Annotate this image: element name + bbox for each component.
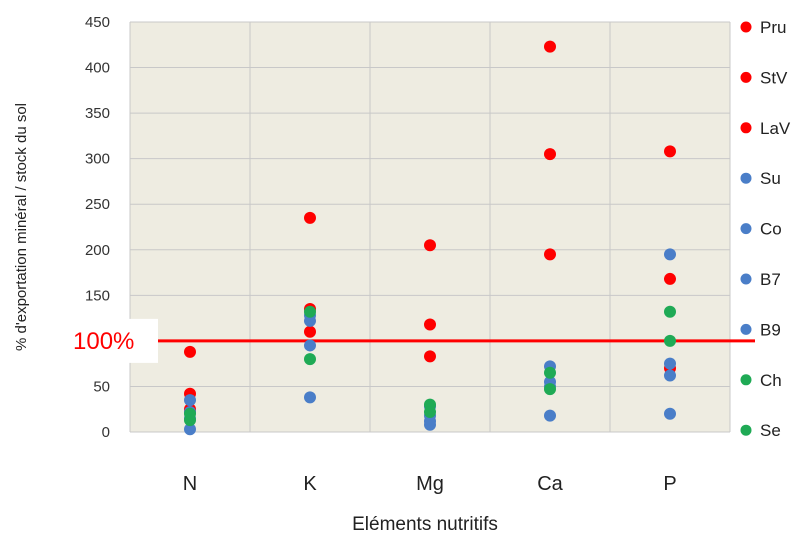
y-tick-label: 50 <box>93 378 110 395</box>
legend-marker <box>740 172 752 184</box>
data-point-ch-k <box>304 305 316 318</box>
legend-marker <box>740 323 752 335</box>
data-point-b9-k <box>304 391 316 404</box>
legend-label: Pru <box>760 18 786 37</box>
legend-label: LaV <box>760 119 791 138</box>
data-point-lav-mg <box>424 350 436 363</box>
legend-label: Co <box>760 220 782 239</box>
legend-marker <box>740 71 752 83</box>
data-point-co-p <box>664 357 676 370</box>
data-point-ch-ca <box>544 366 556 379</box>
data-point-su-p <box>664 248 676 261</box>
data-point-b9-n <box>184 423 196 436</box>
y-tick-label: 200 <box>85 242 110 259</box>
x-tick-label: K <box>303 473 317 495</box>
data-point-stv-mg <box>424 318 436 331</box>
data-point-co-k <box>304 314 316 327</box>
data-point-lav-k <box>304 325 316 338</box>
data-point-se-k <box>304 353 316 366</box>
legend-label: Se <box>760 421 781 440</box>
legend-label: Su <box>760 169 781 188</box>
data-point-b9-p <box>664 407 676 420</box>
x-tick-label: Mg <box>416 473 444 495</box>
x-tick-label: P <box>663 473 676 495</box>
data-point-pru-p <box>664 145 676 158</box>
data-point-ch-p <box>664 305 676 318</box>
x-axis-tick-labels: N K Mg Ca P <box>183 473 677 495</box>
data-points <box>184 40 676 436</box>
data-point-lav-ca <box>544 248 556 261</box>
x-tick-label: Ca <box>537 473 563 495</box>
data-point-se-mg <box>424 405 436 418</box>
vertical-gridlines <box>129 22 731 432</box>
y-tick-label: 250 <box>85 196 110 213</box>
legend-marker <box>740 424 752 436</box>
data-point-su-n <box>184 394 196 407</box>
reference-line-label: 100% <box>73 328 134 355</box>
legend-marker <box>740 223 752 235</box>
data-point-se-p <box>664 334 676 347</box>
y-tick-label: 450 <box>85 14 110 31</box>
y-axis-tick-labels: 050100150200250300350400450 <box>85 14 110 441</box>
data-point-stv-p <box>664 272 676 285</box>
legend-label: B9 <box>760 320 781 339</box>
x-axis-title: Eléments nutritifs <box>352 514 498 535</box>
plot-area <box>130 22 730 432</box>
y-tick-label: 300 <box>85 151 110 168</box>
data-point-b7-p <box>664 369 676 382</box>
legend-marker <box>740 122 752 134</box>
y-tick-label: 350 <box>85 105 110 122</box>
legend-label: StV <box>760 68 788 87</box>
data-point-se-n <box>184 414 196 427</box>
data-point-stv-ca <box>544 148 556 161</box>
legend-marker <box>740 273 752 285</box>
data-point-pru-n <box>184 345 196 358</box>
legend-marker <box>740 21 752 33</box>
data-point-b7-mg <box>424 418 436 431</box>
y-axis-title: % d'exportation minéral / stock du sol <box>13 103 30 351</box>
data-point-b9-ca <box>544 409 556 422</box>
data-point-b7-k <box>304 339 316 352</box>
legend-label: Ch <box>760 371 782 390</box>
reference-label-background <box>68 318 158 363</box>
y-tick-label: 150 <box>85 287 110 304</box>
legend: Pru StV LaV Su Co B7 B9 Ch Se <box>740 18 791 440</box>
x-tick-label: N <box>183 473 197 495</box>
data-point-se-ca <box>544 383 556 396</box>
data-point-pru-mg <box>424 239 436 252</box>
legend-label: B7 <box>760 270 781 289</box>
data-point-pru-ca <box>544 40 556 53</box>
y-tick-label: 400 <box>85 60 110 77</box>
y-tick-label: 0 <box>102 424 110 441</box>
data-point-pru-k <box>304 211 316 224</box>
legend-marker <box>740 374 752 386</box>
